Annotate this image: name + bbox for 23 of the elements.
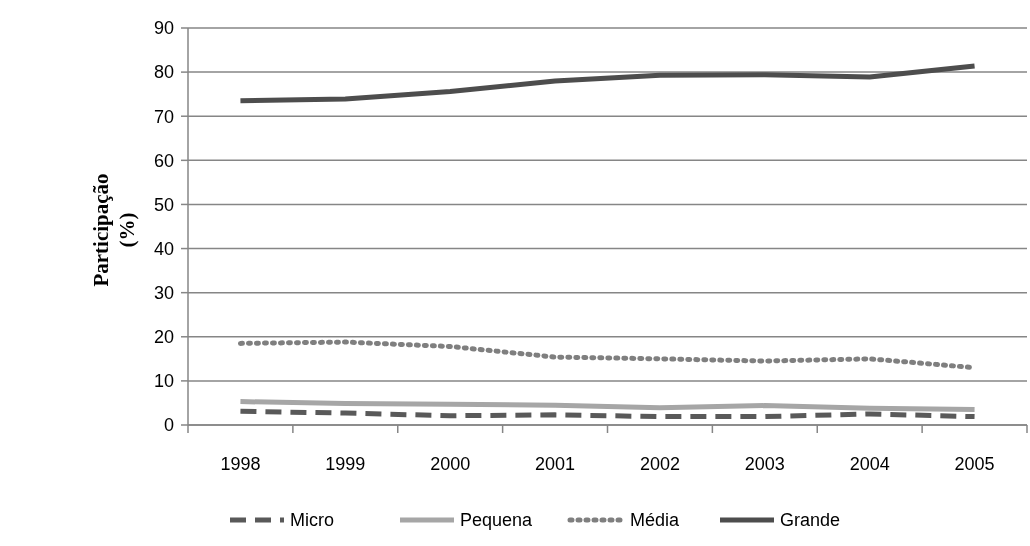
legend-label: Média [630,510,681,531]
y-axis-title: Participação (%) [89,173,139,287]
legend-label: Micro [290,510,334,531]
legend-label: Grande [780,510,841,531]
y-tick-label: 80 [153,62,174,83]
x-tick-label: 1999 [325,454,366,474]
x-tick-label: 2000 [430,454,471,474]
x-tick-label: 2005 [954,454,995,474]
y-tick-label: 30 [153,282,174,303]
y-tick-label: 40 [153,238,174,259]
y-tick-label: 60 [153,150,174,171]
y-tick-label: 90 [153,18,174,39]
x-tick-label: 2003 [744,454,785,474]
x-tick-label: 1998 [220,454,261,474]
x-tick-label: 2002 [639,454,680,474]
y-tick-label: 0 [163,415,174,436]
y-tick-label: 70 [153,106,174,127]
x-tick-label: 2004 [849,454,890,474]
y-tick-label: 50 [153,194,174,215]
y-tick-label: 10 [153,371,174,392]
legend-label: Pequena [460,510,534,531]
y-tick-label: 20 [153,327,174,348]
x-tick-label: 2001 [535,454,576,474]
